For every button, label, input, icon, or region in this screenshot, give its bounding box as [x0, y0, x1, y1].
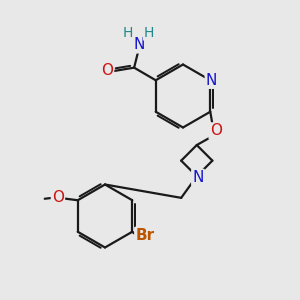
Text: O: O — [52, 190, 64, 205]
Text: N: N — [134, 38, 145, 52]
Text: O: O — [101, 63, 113, 78]
Text: H: H — [144, 26, 154, 40]
Text: Br: Br — [135, 228, 154, 243]
Text: N: N — [192, 170, 204, 185]
Text: O: O — [210, 124, 222, 138]
Text: N: N — [206, 73, 217, 88]
Text: H: H — [123, 26, 133, 40]
